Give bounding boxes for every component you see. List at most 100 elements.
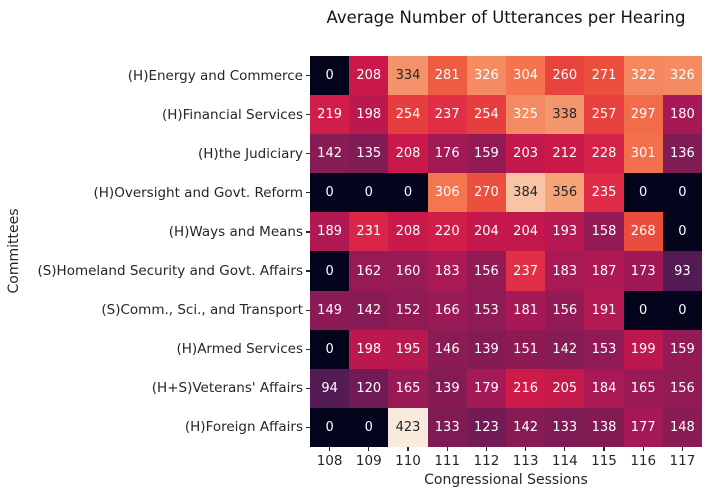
x-tick-label: 117 bbox=[669, 453, 696, 469]
heatmap-cell: 0 bbox=[310, 329, 350, 369]
y-tick-label: (H)Foreign Affairs bbox=[184, 419, 303, 436]
x-tick-label: 114 bbox=[551, 453, 578, 469]
heatmap-cell: 216 bbox=[506, 368, 546, 408]
heatmap-cell: 220 bbox=[427, 212, 467, 252]
heatmap-cell: 173 bbox=[623, 251, 663, 291]
heatmap-cell: 165 bbox=[388, 368, 428, 408]
heatmap-cell: 237 bbox=[427, 95, 467, 135]
heatmap-cell: 139 bbox=[466, 329, 506, 369]
heatmap-cell: 180 bbox=[662, 95, 702, 135]
heatmap-cell: 199 bbox=[623, 329, 663, 369]
x-tick-col: 111 bbox=[428, 447, 467, 469]
heatmap-cell: 156 bbox=[466, 251, 506, 291]
heatmap-cell: 152 bbox=[388, 290, 428, 330]
y-tick-row: (H)Foreign Affairs bbox=[0, 408, 310, 447]
heatmap-cell: 93 bbox=[662, 251, 702, 291]
heatmap-cell: 195 bbox=[388, 329, 428, 369]
y-tick-mark bbox=[306, 309, 310, 311]
heatmap-cell: 338 bbox=[545, 95, 585, 135]
heatmap-cell: 254 bbox=[466, 95, 506, 135]
x-tick-mark bbox=[681, 447, 684, 451]
heatmap-cell: 0 bbox=[662, 290, 702, 330]
x-tick-mark bbox=[603, 447, 605, 451]
heatmap-cell: 183 bbox=[427, 251, 467, 291]
y-tick-label: (H)the Judiciary bbox=[198, 145, 303, 162]
heatmap-cell: 356 bbox=[545, 173, 585, 213]
heatmap-cell: 297 bbox=[623, 95, 663, 135]
heatmap-cell: 208 bbox=[388, 212, 428, 252]
chart-title: Average Number of Utterances per Hearing bbox=[326, 8, 686, 27]
x-tick-labels: 108 109 110 111 112 113 114 115 116 117 bbox=[310, 447, 702, 469]
heatmap-cell: 0 bbox=[388, 173, 428, 213]
x-tick-col: 117 bbox=[663, 447, 702, 469]
heatmap-cell: 304 bbox=[506, 56, 546, 96]
heatmap-cell: 151 bbox=[506, 329, 546, 369]
heatmap-cell: 212 bbox=[545, 134, 585, 174]
heatmap-cell: 184 bbox=[584, 368, 624, 408]
heatmap-cell: 153 bbox=[584, 329, 624, 369]
heatmap-cell: 228 bbox=[584, 134, 624, 174]
heatmap-cell: 149 bbox=[310, 290, 350, 330]
y-tick-label: (H)Armed Services bbox=[176, 341, 303, 358]
heatmap-cell: 205 bbox=[545, 368, 585, 408]
x-tick-col: 108 bbox=[310, 447, 349, 469]
heatmap-cell: 0 bbox=[310, 173, 350, 213]
heatmap-cell: 176 bbox=[427, 134, 467, 174]
heatmap-cell: 281 bbox=[427, 56, 467, 96]
y-tick-label: (H)Energy and Commerce bbox=[127, 67, 303, 84]
y-tick-row: (H)Armed Services bbox=[0, 330, 310, 369]
y-tick-mark bbox=[306, 387, 310, 389]
heatmap-cell: 0 bbox=[310, 56, 350, 96]
heatmap-cell: 0 bbox=[310, 251, 350, 291]
heatmap-cell: 160 bbox=[388, 251, 428, 291]
heatmap-cell: 219 bbox=[310, 95, 350, 135]
x-tick-label: 109 bbox=[355, 453, 382, 469]
heatmap-cell: 138 bbox=[584, 407, 624, 447]
heatmap-cell: 326 bbox=[466, 56, 506, 96]
y-tick-label: (H+S)Veterans' Affairs bbox=[151, 380, 303, 397]
heatmap-cell: 0 bbox=[662, 212, 702, 252]
heatmap-cell: 136 bbox=[662, 134, 702, 174]
x-tick-col: 115 bbox=[584, 447, 623, 469]
heatmap-cell: 133 bbox=[545, 407, 585, 447]
heatmap-cell: 187 bbox=[584, 251, 624, 291]
y-tick-label: (S)Comm., Sci., and Transport bbox=[101, 302, 303, 319]
heatmap-cell: 183 bbox=[545, 251, 585, 291]
heatmap-cell: 203 bbox=[506, 134, 546, 174]
x-tick-mark bbox=[446, 447, 448, 451]
heatmap-cell: 181 bbox=[506, 290, 546, 330]
y-tick-mark bbox=[306, 426, 310, 428]
heatmap-cell: 0 bbox=[349, 173, 389, 213]
heatmap-cell: 257 bbox=[584, 95, 624, 135]
heatmap-cell: 204 bbox=[466, 212, 506, 252]
heatmap-cell: 156 bbox=[545, 290, 585, 330]
heatmap-cell: 159 bbox=[662, 329, 702, 369]
x-tick-col: 114 bbox=[545, 447, 584, 469]
y-tick-mark bbox=[306, 153, 310, 155]
heatmap-cell: 94 bbox=[310, 368, 350, 408]
heatmap-cell: 153 bbox=[466, 290, 506, 330]
y-tick-row: (H)Financial Services bbox=[0, 95, 310, 134]
heatmap-cell: 189 bbox=[310, 212, 350, 252]
x-tick-label: 112 bbox=[473, 453, 500, 469]
heatmap-cell: 0 bbox=[623, 290, 663, 330]
heatmap-cell: 326 bbox=[662, 56, 702, 96]
heatmap-cell: 142 bbox=[310, 134, 350, 174]
heatmap-cell: 384 bbox=[506, 173, 546, 213]
heatmap-cell: 235 bbox=[584, 173, 624, 213]
x-tick-col: 112 bbox=[467, 447, 506, 469]
x-tick-mark bbox=[485, 447, 487, 451]
heatmap-cell: 142 bbox=[349, 290, 389, 330]
heatmap-cell: 198 bbox=[349, 95, 389, 135]
heatmap-grid: 0 208 334 281 326 304 260 271 322 326 219 198 254 237… bbox=[310, 56, 702, 447]
x-tick-label: 111 bbox=[434, 453, 461, 469]
heatmap-cell: 123 bbox=[466, 407, 506, 447]
y-tick-mark bbox=[306, 231, 310, 233]
y-tick-row: (S)Homeland Security and Govt. Affairs bbox=[0, 251, 310, 290]
x-tick-col: 109 bbox=[349, 447, 388, 469]
y-tick-mark bbox=[306, 74, 310, 77]
x-tick-mark bbox=[642, 447, 644, 451]
y-tick-row: (H+S)Veterans' Affairs bbox=[0, 369, 310, 408]
x-tick-mark bbox=[525, 447, 527, 451]
